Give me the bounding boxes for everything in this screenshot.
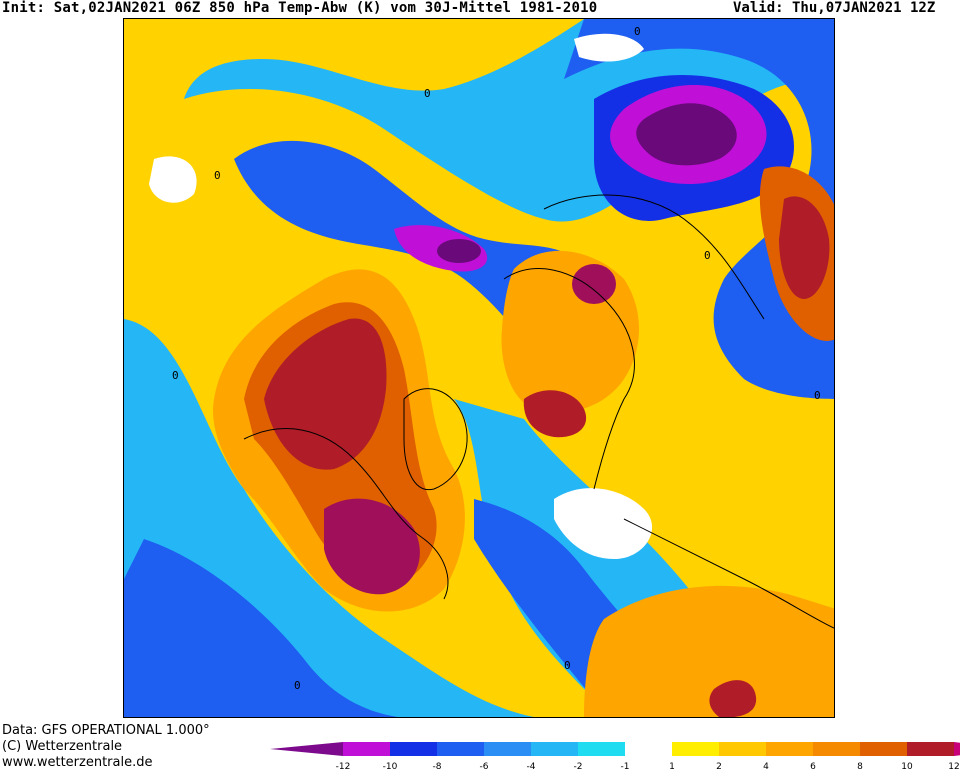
- coastline-north-america: [243, 428, 449, 600]
- cold-region-north: [184, 19, 834, 222]
- legend-swatch: [813, 742, 860, 756]
- neutral-patch-northeast: [574, 33, 644, 62]
- legend-tick-label: 1: [669, 762, 675, 772]
- contour-label: 0: [172, 369, 179, 382]
- legend-swatch: [907, 742, 954, 756]
- legend-swatch: [531, 742, 578, 756]
- legend-tick-label: -10: [383, 762, 398, 772]
- warm-core-eurasia-north: [572, 264, 616, 304]
- legend-swatch: [625, 742, 672, 756]
- warm-core-eurasia: [523, 390, 587, 438]
- legend-tick-label: 10: [901, 762, 913, 772]
- legend-tick-label: -8: [433, 762, 442, 772]
- coastline-greenland: [403, 388, 468, 491]
- legend-swatch-low-arrow: [270, 742, 343, 756]
- footer-website[interactable]: www.wetterzentrale.de: [2, 755, 153, 770]
- footer-data-source: Data: GFS OPERATIONAL 1.000°: [2, 723, 210, 738]
- header-init-text: Init: Sat,02JAN2021 06Z 850 hPa Temp-Abw…: [2, 0, 598, 16]
- header-valid-text: Valid: Thu,07JAN2021 12Z: [733, 0, 936, 16]
- legend-tick-label: -2: [574, 762, 583, 772]
- legend-swatch: [437, 742, 484, 756]
- legend-tick-label: 12: [948, 762, 959, 772]
- contour-label: 0: [294, 679, 301, 692]
- legend-swatch-high-arrow: [954, 742, 960, 756]
- cold-region-southwest-inner: [124, 539, 399, 717]
- warm-region-southeast: [584, 585, 834, 717]
- contour-label: 0: [814, 389, 821, 402]
- legend-tick-label: 4: [763, 762, 769, 772]
- anomaly-map: 0 0 0 0 0 0 0 0: [124, 19, 834, 717]
- contour-label: 0: [564, 659, 571, 672]
- contour-label: 0: [424, 87, 431, 100]
- legend-tick-label: 8: [857, 762, 863, 772]
- color-legend: -12 -10 -8 -6 -4 -2 -1 1 2 4 6 8 10 12: [260, 740, 960, 776]
- coastline-siberia: [543, 194, 765, 320]
- contour-label: 0: [634, 25, 641, 38]
- neutral-patch-west: [149, 156, 197, 203]
- coastline-eurasia: [503, 268, 635, 490]
- legend-tick-label: -1: [621, 762, 630, 772]
- legend-tick-label: -4: [527, 762, 536, 772]
- legend-swatch: [343, 742, 390, 756]
- contour-label: 0: [214, 169, 221, 182]
- legend-swatch: [390, 742, 437, 756]
- legend-bar: -12 -10 -8 -6 -4 -2 -1 1 2 4 6 8 10 12: [270, 742, 960, 772]
- legend-tick-label: 6: [810, 762, 816, 772]
- warm-core-far-east: [779, 196, 830, 299]
- cold-streak-pole-core: [437, 239, 481, 263]
- legend-tick-label: -12: [336, 762, 351, 772]
- legend-swatch: [578, 742, 625, 756]
- contour-label: 0: [704, 249, 711, 262]
- warm-core-north-america-south: [324, 498, 420, 595]
- cold-region-east: [564, 19, 834, 399]
- legend-swatch: [719, 742, 766, 756]
- map-frame: 0 0 0 0 0 0 0 0: [123, 18, 835, 718]
- neutral-patch-europe: [554, 488, 653, 559]
- coastline-asia-south: [623, 518, 834, 629]
- footer-copyright: (C) Wetterzentrale: [2, 739, 123, 754]
- legend-tick-label: 2: [716, 762, 722, 772]
- legend-swatch: [766, 742, 813, 756]
- cold-core-purple: [636, 103, 737, 166]
- legend-tick-label: -6: [480, 762, 489, 772]
- warm-core-southeast: [709, 680, 757, 717]
- warm-core-north-america: [264, 318, 387, 470]
- legend-swatch: [672, 742, 719, 756]
- legend-swatch: [860, 742, 907, 756]
- legend-swatch: [484, 742, 531, 756]
